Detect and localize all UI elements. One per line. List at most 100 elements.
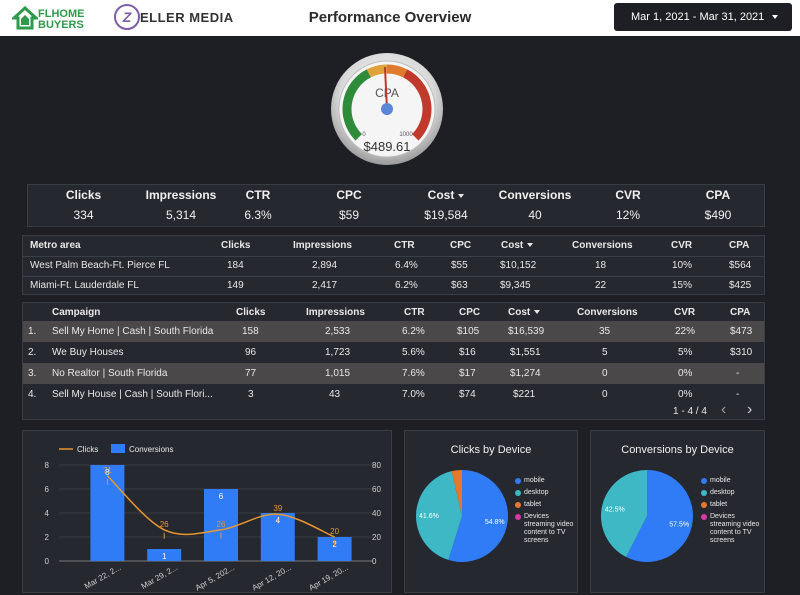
legend-item[interactable]: Devices streaming video content to TV sc… <box>515 513 577 545</box>
bar-mark[interactable] <box>204 489 238 561</box>
pie-slice[interactable] <box>448 470 508 562</box>
pie-slice[interactable] <box>601 470 647 557</box>
date-range-picker[interactable]: Mar 1, 2021 - Mar 31, 2021 <box>614 3 792 31</box>
kpi-cvr: CVR 12% <box>598 185 658 222</box>
legend-dot <box>701 478 707 484</box>
sort-desc-icon <box>527 243 534 248</box>
kpi-label: CTR <box>245 188 271 202</box>
col-header-conversions[interactable]: Conversions <box>572 240 633 251</box>
cost-cell: $221 <box>513 389 536 400</box>
col-header-ctr[interactable]: CTR <box>394 240 415 251</box>
sort-desc-icon <box>458 193 465 198</box>
table-row[interactable]: 3. No Realtor | South Florida 77 1,015 7… <box>23 363 764 384</box>
legend-dot <box>515 490 521 496</box>
y-right-tick-label: 20 <box>372 533 381 542</box>
cost-header-label: Cost <box>501 240 524 251</box>
kpi-label: Cost <box>406 188 486 202</box>
cpa-cell: $310 <box>730 347 753 358</box>
cpc-cell: $17 <box>459 368 476 379</box>
table-row[interactable]: 1. Sell My Home | Cash | South Florida 1… <box>23 321 764 342</box>
pie-slice[interactable] <box>626 470 693 562</box>
col-header-impressions[interactable]: Impressions <box>306 307 365 318</box>
ctr-cell: 6.2% <box>395 280 418 291</box>
conversions-cell: 18 <box>595 260 607 271</box>
col-header-cvr[interactable]: CVR <box>671 240 693 251</box>
cpa-cell: $564 <box>729 260 752 271</box>
table-row[interactable]: 2. We Buy Houses 96 1,723 5.6% $16 $1,55… <box>23 342 764 363</box>
pie-title: Clicks by Device <box>450 444 532 456</box>
gauge-band-red <box>402 69 432 141</box>
col-header-cpa[interactable]: CPA <box>730 307 751 318</box>
cpa-cell: - <box>736 368 740 379</box>
gauge-value: $489.61 <box>364 139 411 154</box>
metro-name: West Palm Beach-Ft. Pierce FL <box>30 260 170 271</box>
col-header-cost[interactable]: Cost <box>508 307 541 318</box>
legend-item[interactable]: mobile <box>701 477 763 485</box>
chevron-right-icon[interactable]: › <box>747 401 753 418</box>
table-row[interactable]: Miami-Ft. Lauderdale FL 149 2,417 6.2% $… <box>23 276 764 296</box>
legend-item[interactable]: mobile <box>515 477 577 485</box>
legend-item[interactable]: tablet <box>701 501 763 509</box>
y-left-tick-label: 0 <box>45 557 50 566</box>
legend-item[interactable]: tablet <box>515 501 577 509</box>
cpa-gauge: CPA 0 1000 $489.61 <box>331 53 443 165</box>
impressions-cell: 2,417 <box>312 280 338 291</box>
kpi-label: CVR <box>615 188 641 202</box>
legend-label: Devices streaming video content to TV sc… <box>524 513 574 544</box>
zeller-logo-mark: Z <box>114 4 140 30</box>
legend-dot <box>515 514 521 520</box>
y-left-tick-label: 2 <box>45 533 50 542</box>
cost-cell: $10,152 <box>500 260 537 271</box>
col-header-campaign[interactable]: Campaign <box>52 307 101 318</box>
impressions-cell: 43 <box>329 389 341 400</box>
col-header-metro[interactable]: Metro area <box>30 240 81 251</box>
col-header-cost[interactable]: Cost <box>501 240 534 251</box>
bar-mark[interactable] <box>147 549 182 561</box>
clicks-cell: 184 <box>227 260 244 271</box>
cvr-cell: 22% <box>675 326 696 337</box>
legend-label[interactable]: Clicks <box>77 445 98 454</box>
kpi-label: CPA <box>705 188 731 202</box>
legend-label[interactable]: Conversions <box>129 445 173 454</box>
sort-desc-icon <box>534 310 541 315</box>
col-header-cpc[interactable]: CPC <box>450 240 472 251</box>
gauge-band-yellow <box>366 64 388 78</box>
col-header-conversions[interactable]: Conversions <box>577 307 638 318</box>
pie-slice[interactable] <box>451 470 462 516</box>
row-index: 1. <box>28 326 37 337</box>
line-data-label: 26 <box>160 520 169 529</box>
chevron-left-icon[interactable]: ‹ <box>721 401 727 418</box>
table-row[interactable]: West Palm Beach-Ft. Pierce FL 184 2,894 … <box>23 256 764 276</box>
legend-label: tablet <box>710 501 728 508</box>
col-header-cvr[interactable]: CVR <box>674 307 696 318</box>
y-left-tick-label: 4 <box>45 509 50 518</box>
conversions-cell: 22 <box>595 280 607 291</box>
kpi-value: 6.3% <box>244 208 272 222</box>
legend-label: mobile <box>524 477 545 484</box>
col-header-cpa[interactable]: CPA <box>729 240 750 251</box>
pie-slice[interactable] <box>416 471 462 560</box>
col-header-clicks[interactable]: Clicks <box>236 307 266 318</box>
zeller-logo-text: ELLER MEDIA <box>140 10 234 25</box>
legend-item[interactable]: desktop <box>701 489 763 497</box>
ctr-cell: 6.2% <box>402 326 425 337</box>
logo-text-line1: FLHOME <box>38 8 85 20</box>
impressions-cell: 1,723 <box>325 347 351 358</box>
legend-item[interactable]: desktop <box>515 489 577 497</box>
table-row[interactable]: 4. Sell My House | Cash | South Flori...… <box>23 384 764 405</box>
col-header-ctr[interactable]: CTR <box>404 307 425 318</box>
gauge-hub <box>381 103 393 115</box>
line-data-label: 39 <box>273 504 282 513</box>
legend-item[interactable]: Devices streaming video content to TV sc… <box>701 513 763 545</box>
legend-label: desktop <box>710 489 735 496</box>
pagination-label: 1 - 4 / 4 <box>673 406 707 417</box>
kpi-label: CPC <box>336 188 362 202</box>
kpi-scorecard: Clicks 334 Impressions 5,314 CTR 6.3% CP… <box>27 184 765 227</box>
kpi-cpc: CPC $59 <box>319 185 379 222</box>
kpi-cost[interactable]: Cost $19,584 <box>406 185 486 222</box>
col-header-clicks[interactable]: Clicks <box>221 240 251 251</box>
kpi-value: 5,314 <box>165 208 197 222</box>
col-header-impressions[interactable]: Impressions <box>293 240 352 251</box>
col-header-cpc[interactable]: CPC <box>459 307 481 318</box>
legend-dot <box>515 478 521 484</box>
